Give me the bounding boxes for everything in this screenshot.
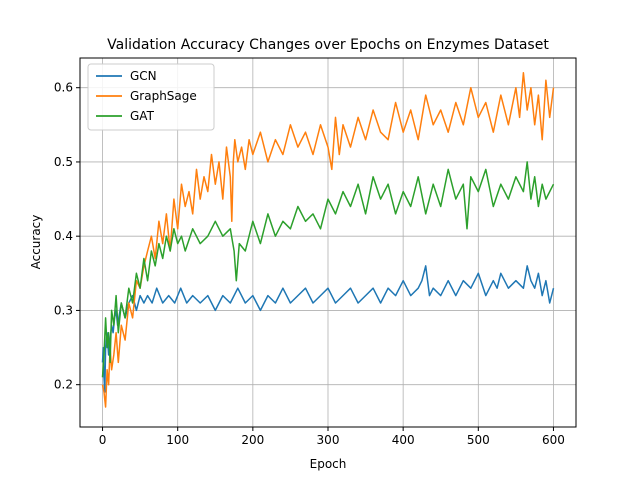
- legend: GCN GraphSage GAT: [87, 63, 215, 131]
- legend-label: GCN: [130, 69, 157, 83]
- x-axis-label: Epoch: [310, 457, 347, 471]
- chart-title: Validation Accuracy Changes over Epochs …: [107, 37, 549, 53]
- x-tick-label: 200: [241, 433, 264, 447]
- y-tick-label: 0.2: [54, 378, 73, 392]
- legend-box: [87, 63, 215, 131]
- legend-label: GraphSage: [130, 89, 197, 103]
- series-line-gat: [101, 161, 555, 378]
- x-tick-label: 100: [166, 433, 189, 447]
- x-tick-label: 0: [99, 433, 107, 447]
- grid: [80, 58, 576, 427]
- series-layer: [101, 72, 555, 408]
- x-tick-label: 600: [542, 433, 565, 447]
- legend-label: GAT: [130, 109, 155, 123]
- y-tick-label: 0.4: [54, 229, 73, 243]
- y-tick-label: 0.3: [54, 303, 73, 317]
- x-tick-label: 400: [392, 433, 415, 447]
- y-tick-label: 0.6: [54, 81, 73, 95]
- x-tick-label: 500: [467, 433, 490, 447]
- x-tick-label: 300: [317, 433, 340, 447]
- y-axis-ticks: 0.2 0.3 0.4 0.5 0.6: [54, 81, 80, 392]
- x-axis-ticks: 0 100 200 300 400 500 600: [99, 427, 565, 447]
- y-tick-label: 0.5: [54, 155, 73, 169]
- y-axis-label: Accuracy: [29, 215, 43, 270]
